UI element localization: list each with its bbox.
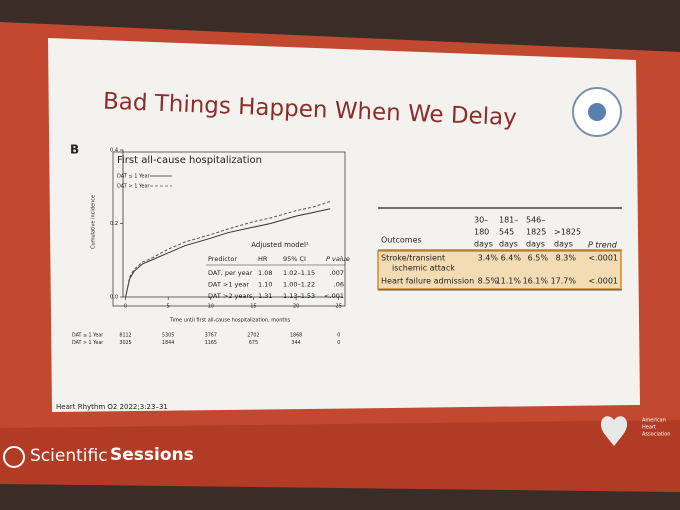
row-label: ischemic attack: [392, 264, 455, 273]
table-header: 546–: [526, 216, 545, 225]
risk-value: 1868: [290, 333, 302, 339]
risk-value: 1844: [162, 340, 174, 346]
brand-bold: Sessions: [110, 445, 194, 465]
risk-value: 344: [292, 340, 301, 346]
citation: Heart Rhythm O2 2022;3:23–31: [56, 403, 168, 411]
table-header: 545: [499, 228, 514, 237]
table-cell: <.0001: [588, 277, 618, 286]
inset-cell: 1.13–1.53: [283, 292, 315, 300]
inset-cell: 1.08: [258, 269, 272, 277]
brand-icon-ring: [3, 446, 25, 468]
table-header: Outcomes: [381, 236, 422, 245]
inset-cell: DAT >1 year: [208, 281, 249, 289]
inset-cell: 1.10: [258, 281, 272, 289]
x-tick-label: 0: [124, 304, 127, 310]
risk-value: 2702: [247, 333, 259, 339]
table-header: P trend: [588, 241, 618, 250]
table-header: days: [526, 240, 545, 249]
series-line: [125, 208, 331, 298]
risk-value: 8112: [119, 333, 131, 339]
panel-label: B: [70, 143, 79, 157]
chart-title: First all-cause hospitalization: [117, 155, 262, 166]
y-tick-label: 0.4: [110, 148, 118, 154]
y-tick-label: 0.2: [110, 221, 118, 227]
aha-text: Heart: [642, 425, 656, 431]
table-cell: 6.4%: [501, 254, 522, 263]
brand-icon: [3, 446, 25, 468]
x-tick-label: 15: [250, 304, 256, 310]
x-axis-label: Time until first all-cause hospitalizati…: [169, 318, 291, 324]
inset-header: HR: [258, 255, 268, 263]
aha-heart: [600, 416, 628, 446]
table-cell: 11.1%: [496, 277, 522, 286]
slide-area: [48, 38, 640, 412]
legend-label: DAT ≤ 1 Year: [117, 174, 151, 180]
risk-value: 675: [249, 340, 258, 346]
risk-label: DAT ≤ 1 Year: [72, 333, 103, 339]
inset-cell: 1.00–1.22: [283, 281, 315, 289]
inset-cell: 1.31: [258, 292, 272, 300]
table-cell: 8.5%: [478, 277, 499, 286]
table-cell: 17.7%: [551, 277, 577, 286]
table-cell: 6.5%: [528, 254, 549, 263]
logo-badge-center: [588, 103, 606, 121]
risk-value: 3025: [119, 340, 131, 346]
legend-label: DAT > 1 Year: [117, 184, 151, 190]
risk-value: 0: [337, 333, 340, 339]
risk-value: 3767: [205, 333, 217, 339]
table-header: 181–: [499, 216, 518, 225]
aha-text: American: [642, 418, 666, 424]
risk-value: 1165: [205, 340, 217, 346]
inset-cell: <.001: [324, 292, 344, 300]
y-axis-label: Cumulative incidence: [91, 195, 97, 249]
inset-cell: DAT >2 years: [208, 292, 253, 300]
table-cell: 16.1%: [523, 277, 549, 286]
inset-caption: Adjusted model¹: [251, 241, 309, 249]
table-header: 180: [474, 228, 489, 237]
table-cell: 8.3%: [556, 254, 577, 263]
table-header: 1825: [526, 228, 546, 237]
inset-header: 95% CI: [283, 255, 306, 263]
y-tick-label: 0.0: [110, 295, 118, 301]
inset-cell: .06: [334, 281, 344, 289]
highlight-box: [377, 250, 622, 290]
risk-label: DAT > 1 Year: [72, 340, 103, 346]
inset-cell: DAT, per year: [208, 269, 253, 277]
series-line: [125, 200, 331, 298]
x-tick-label: 20: [293, 304, 299, 310]
x-tick-label: 5: [167, 304, 170, 310]
table-cell: 3.4%: [478, 254, 499, 263]
row-label: Stroke/transient: [381, 254, 445, 263]
brand-light: Scientific: [30, 446, 108, 466]
inset-cell: .007: [330, 269, 344, 277]
row-label: Heart failure admission: [381, 277, 474, 286]
table-header: days: [499, 240, 518, 249]
inset-cell: 1.02–1.15: [283, 269, 315, 277]
aha-text: Association: [642, 432, 670, 438]
table-header: days: [554, 240, 573, 249]
inset-header: P value: [326, 255, 350, 263]
risk-value: 0: [337, 340, 340, 346]
table-header: days: [474, 240, 493, 249]
table-header: 30–: [474, 216, 488, 225]
x-tick-label: 25: [336, 304, 342, 310]
table-cell: <.0001: [588, 254, 618, 263]
table-header: >1825: [554, 228, 581, 237]
inset-header: Predictor: [208, 255, 237, 263]
x-tick-label: 10: [208, 304, 214, 310]
plot-frame: [112, 151, 346, 307]
footer-band: [0, 420, 680, 492]
risk-value: 5305: [162, 333, 174, 339]
